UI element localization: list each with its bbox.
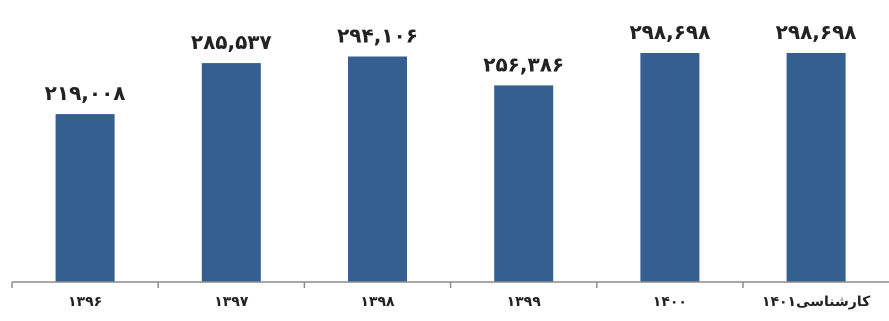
bar-2 (201, 63, 261, 282)
bars-group (55, 53, 846, 283)
bar-5 (640, 53, 700, 282)
data-label-3: ۲۹۴,۱۰۶ (337, 24, 418, 48)
x-tick-label-6: کارشناسی۱۴۰۱ (762, 294, 871, 310)
bar-1 (55, 114, 115, 282)
data-label-1: ۲۱۹,۰۰۸ (45, 81, 126, 105)
data-label-6: ۲۹۸,۶۹۸ (776, 20, 857, 44)
x-tick-label-2: ۱۳۹۷ (214, 294, 249, 310)
x-tick-label-3: ۱۳۹۸ (360, 294, 395, 310)
bar-3 (348, 56, 407, 282)
data-label-5: ۲۹۸,۶۹۸ (629, 20, 710, 44)
bar-4 (494, 85, 554, 283)
data-label-2: ۲۸۵,۵۳۷ (191, 30, 272, 54)
data-labels-group: ۲۱۹,۰۰۸ ۲۸۵,۵۳۷ ۲۹۴,۱۰۶ ۲۵۶,۳۸۶ ۲۹۸,۶۹۸ ۲۹۸,۶… (45, 20, 857, 105)
x-tick-labels-group: ۱۳۹۶ ۱۳۹۷ ۱۳۹۸ ۱۳۹۹ ۱۴۰۰ کارشناسی۱۴۰۱ (68, 294, 871, 310)
x-tick-label-4: ۱۳۹۹ (507, 294, 542, 310)
x-tick-label-1: ۱۳۹۶ (68, 294, 102, 310)
data-label-4: ۲۵۶,۳۸۶ (483, 52, 564, 76)
x-axis (11, 281, 889, 288)
x-tick-label-5: ۱۴۰۰ (653, 294, 687, 310)
bar-6 (786, 53, 846, 282)
